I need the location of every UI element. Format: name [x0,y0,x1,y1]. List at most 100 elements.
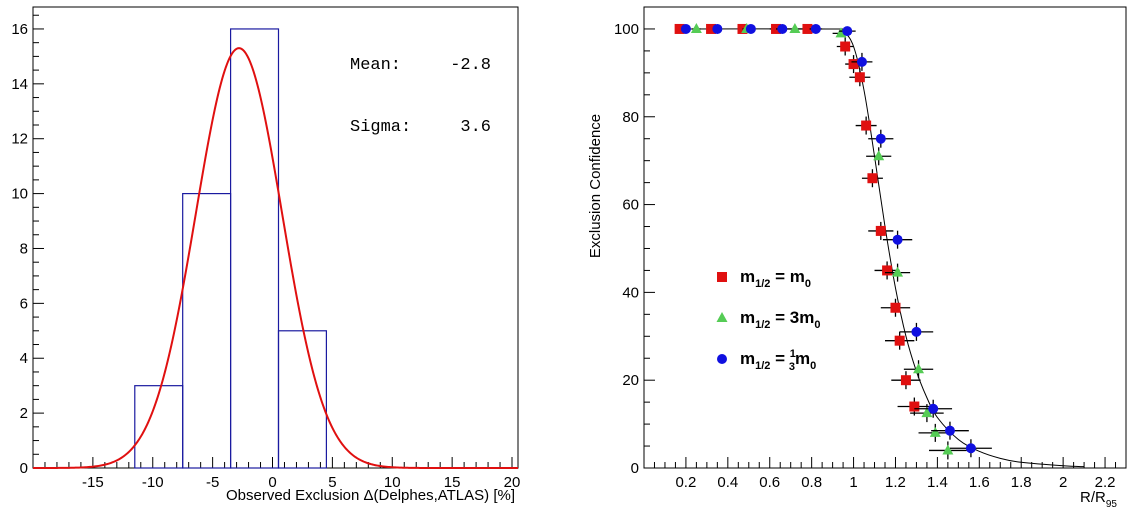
y-tick-label: 12 [11,131,28,148]
scatter-points [674,22,992,460]
square-data-point [909,401,920,412]
x-tick-label: 2 [1059,474,1067,491]
mean-label: Mean: [350,56,401,75]
square-data-point [867,173,878,184]
y-tick-label: 0 [20,460,28,477]
square-data-point [706,23,717,34]
histogram-plot-frame [32,6,519,469]
triangle-data-point [789,22,801,33]
x-tick-label: 15 [444,474,461,491]
mean-value: -2.8 [450,56,491,75]
x-tick-label: 0.6 [759,474,780,491]
circle-data-point [745,23,756,34]
triangle-data-point [835,27,847,38]
circle-data-point [856,56,867,67]
square-data-point [840,41,851,52]
x-tick-label: 2.2 [1095,474,1116,491]
circle-data-point [712,23,723,34]
circle-data-point [965,443,976,454]
y-tick-label: 0 [631,460,639,477]
sigma-value: 3.6 [460,118,491,137]
x-tick-label: -15 [82,474,104,491]
square-data-point [875,225,886,236]
square-data-point [674,23,685,34]
histogram-bar [229,28,280,469]
circle-data-point [680,23,691,34]
histogram-x-axis-title: Observed Exclusion Δ(Delphes,ATLAS) [%] [226,487,515,504]
circle-data-point [842,26,853,37]
legend-marker [716,312,728,322]
circle-data-point [777,23,788,34]
x-tick-label: 5 [328,474,336,491]
triangle-data-point [913,363,925,374]
circle-data-point [810,23,821,34]
x-axis-title-sub: 95 [1106,499,1118,510]
y-tick-label: 6 [20,295,28,312]
histogram-panel: -15 -10 -5 0 5 10 15 20 0 2 4 6 8 10 12 14 16 Mean: -2.8… [11,6,521,504]
gaussian-fit-curve [32,47,518,469]
scatter-plot-frame [643,6,1127,469]
y-tick-label: 40 [622,284,639,301]
x-tick-label: 0 [268,474,276,491]
legend-marker [717,354,727,364]
scatter-x-axis-title: R/R95 [1080,489,1117,510]
y-tick-label: 10 [11,186,28,203]
square-data-point [861,120,872,131]
x-tick-label: 1.6 [969,474,990,491]
histogram-ticks: -15 -10 -5 0 5 10 15 20 0 2 4 6 8 10 12 14 16 [11,14,521,491]
sigma-label: Sigma: [350,118,411,137]
square-data-point [900,375,911,386]
x-tick-label: 0.8 [801,474,822,491]
square-data-point [882,265,893,276]
histogram-bars [134,28,327,469]
circle-data-point [875,133,886,144]
y-tick-label: 14 [11,76,28,93]
square-data-point [848,59,859,70]
square-data-point [894,335,905,346]
legend-marker [717,272,727,282]
y-tick-label: 2 [20,405,28,422]
exclusion-scatter-panel: 0.2 0.4 0.6 0.8 1 1.2 1.4 1.6 1.8 2 2.2 0 20 40 60 80 10… [587,6,1127,510]
x-tick-label: 1.8 [1011,474,1032,491]
triangle-data-point [892,266,904,277]
square-data-point [802,23,813,34]
scatter-ticks: 0.2 0.4 0.6 0.8 1 1.2 1.4 1.6 1.8 2 2.2 0 20 40 60 80 10… [614,21,1127,491]
x-tick-label: 1 [849,474,857,491]
histogram-bar [182,192,232,469]
y-tick-label: 100 [614,21,639,38]
x-axis-title-main: R/R [1080,489,1106,506]
scatter-legend: m1/2 = m0 m1/2 = 3m0 m1/2 = 1 3m0 [716,267,821,373]
legend-entry-label: m1/2 = 3m0 [740,308,821,331]
scatter-y-axis-title: Exclusion Confidence [587,114,604,258]
fit-curve [679,28,1085,468]
square-data-point [890,302,901,313]
histogram-bar [277,330,327,469]
square-data-point [854,72,865,83]
x-tick-label: 0.4 [717,474,738,491]
x-tick-label: 1.2 [885,474,906,491]
x-tick-label: 1.4 [927,474,948,491]
x-tick-label: 0.2 [675,474,696,491]
x-tick-label: 20 [504,474,521,491]
y-tick-label: 60 [622,197,639,214]
x-tick-label: -10 [142,474,164,491]
triangle-data-point [690,22,702,33]
legend-entry-label: m1/2 = 1 3m0 [740,348,816,373]
circle-data-point [928,403,939,414]
triangle-data-point [873,150,885,161]
histogram-bar [134,385,184,469]
y-tick-label: 20 [622,372,639,389]
y-tick-label: 4 [20,350,28,367]
circle-data-point [944,425,955,436]
y-tick-label: 80 [622,109,639,126]
x-tick-label: -5 [206,474,219,491]
triangle-data-point [929,426,941,437]
circle-data-point [892,234,903,245]
circle-data-point [911,326,922,337]
y-tick-label: 16 [11,21,28,38]
x-tick-label: 10 [384,474,401,491]
y-tick-label: 8 [20,240,28,257]
triangle-data-point [942,444,954,455]
triangle-data-point [921,407,933,418]
